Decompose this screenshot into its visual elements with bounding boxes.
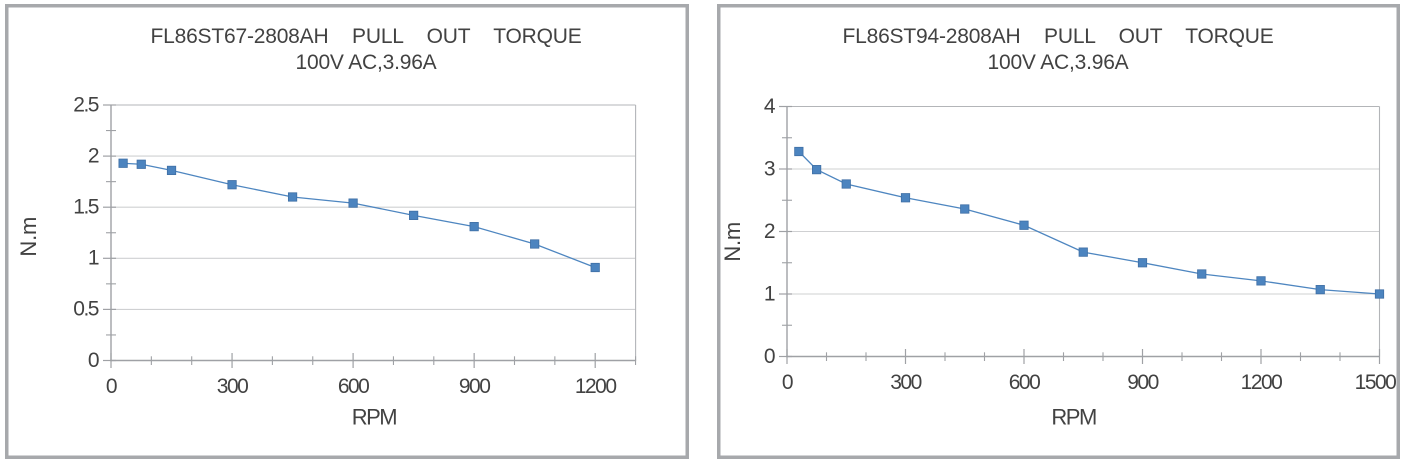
svg-text:0: 0 [782,371,793,394]
svg-text:3: 3 [764,157,775,180]
svg-text:FL86ST67-2808AH PULL OUT TORQU: FL86ST67-2808AH PULL OUT TORQUE [150,25,581,48]
svg-text:1: 1 [764,282,775,305]
svg-text:600: 600 [1009,371,1040,394]
svg-text:N.m: N.m [720,222,745,262]
svg-text:RPM: RPM [352,405,397,430]
svg-text:1200: 1200 [1241,371,1283,394]
svg-text:1500: 1500 [1355,371,1397,394]
svg-text:600: 600 [338,375,369,398]
svg-text:1.5: 1.5 [73,196,99,219]
svg-text:1200: 1200 [575,375,617,398]
svg-text:0.5: 0.5 [73,298,99,321]
svg-text:2.5: 2.5 [73,93,99,116]
svg-text:300: 300 [217,375,248,398]
svg-text:0: 0 [764,345,775,368]
svg-text:2: 2 [88,144,99,167]
svg-text:900: 900 [1127,371,1158,394]
svg-text:300: 300 [890,371,921,394]
svg-text:0: 0 [106,375,117,398]
svg-text:100V AC,3.96A: 100V AC,3.96A [987,51,1128,74]
svg-text:100V AC,3.96A: 100V AC,3.96A [295,51,436,74]
svg-text:0: 0 [88,349,99,372]
svg-text:2: 2 [764,220,775,243]
svg-text:900: 900 [459,375,490,398]
svg-text:1: 1 [88,247,99,270]
svg-text:4: 4 [764,95,776,118]
svg-text:FL86ST94-2808AH PULL OUT TORQU: FL86ST94-2808AH PULL OUT TORQUE [842,25,1273,48]
svg-text:N.m: N.m [16,217,41,257]
svg-text:RPM: RPM [1051,405,1096,430]
